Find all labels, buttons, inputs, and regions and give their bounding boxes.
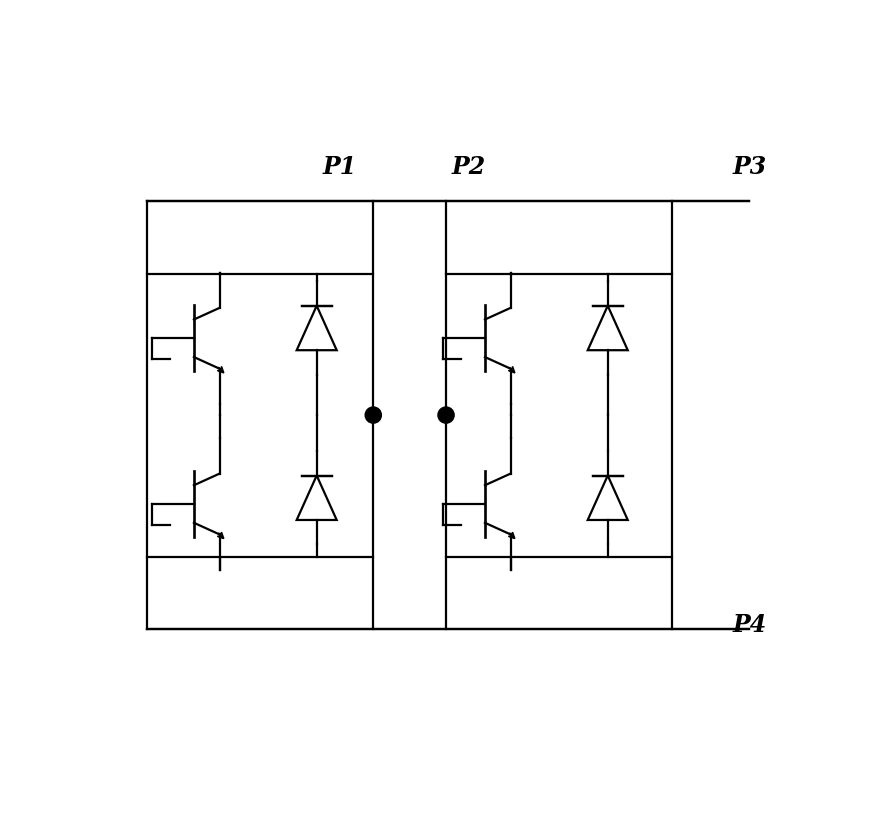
Circle shape [438,407,454,423]
Text: P3: P3 [733,155,767,179]
Text: P4: P4 [733,614,767,637]
Text: P1: P1 [323,155,357,179]
Text: P2: P2 [452,155,486,179]
Circle shape [365,407,381,423]
